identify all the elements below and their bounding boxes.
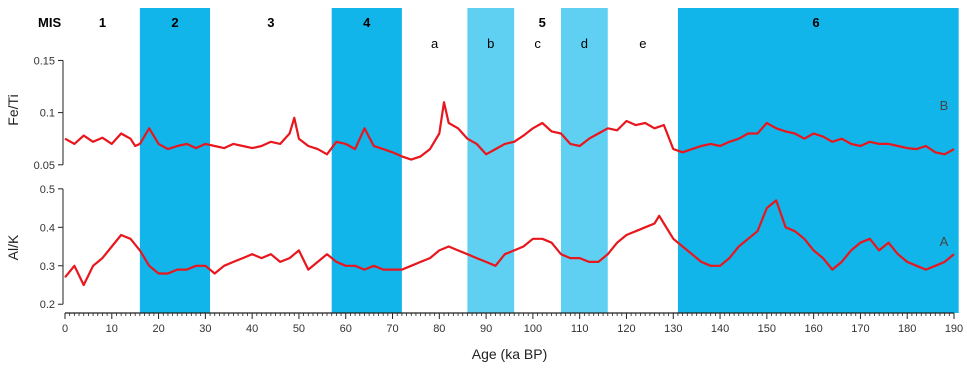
x-tick-label-12: 120 — [617, 323, 635, 335]
x-tick-label-14: 140 — [711, 323, 729, 335]
mis-stage-label-5: 5 — [539, 15, 546, 30]
y-tick-label-A-2: 0.4 — [40, 222, 55, 234]
x-tick-label-0: 0 — [62, 323, 68, 335]
x-tick-label-2: 20 — [152, 323, 164, 335]
mis-header: MIS — [38, 15, 61, 30]
axes-layer: 0.05 0.1 0.15 0.2 0.3 0.4 0.5 0 10 20 30 40 50 60 70 80… — [34, 55, 964, 335]
series-layer — [64, 101, 955, 287]
x-tick-label-15: 150 — [758, 323, 776, 335]
series-smoothed-A — [64, 199, 955, 287]
mis-band-b — [467, 8, 515, 313]
x-tick-label-1: 10 — [106, 323, 118, 335]
labels-layer: Fe/Ti B Al/K A Age (ka BP) — [5, 94, 949, 362]
x-tick-label-19: 190 — [945, 323, 963, 335]
y-tick-label-A-1: 0.3 — [40, 261, 55, 273]
mis-band-d — [560, 8, 608, 313]
x-tick-label-18: 180 — [898, 323, 916, 335]
mis-band-2 — [139, 8, 211, 313]
x-tick-label-16: 160 — [804, 323, 822, 335]
mis-stage-label-b: b — [487, 36, 494, 51]
mis-stage-label-2: 2 — [171, 15, 178, 30]
x-tick-label-9: 90 — [480, 323, 492, 335]
mis-stage-label-4: 4 — [363, 15, 371, 30]
x-tick-label-10: 100 — [524, 323, 542, 335]
mis-stage-label-1: 1 — [99, 15, 106, 30]
mis-stage-label-a: a — [431, 36, 439, 51]
mis-band-6 — [677, 8, 959, 313]
x-tick-label-17: 170 — [851, 323, 869, 335]
mis-stage-label-d: d — [581, 36, 588, 51]
mis-stage-labels: MIS 1 2 3 4 a b c d e 6 5 — [38, 15, 820, 51]
y-tick-label-B-2: 0.15 — [34, 55, 55, 67]
series-smoothed-B — [64, 101, 955, 161]
x-tick-label-3: 30 — [199, 323, 211, 335]
x-tick-label-11: 110 — [571, 323, 589, 335]
panel-label-B: B — [940, 98, 949, 113]
x-tick-label-7: 70 — [386, 323, 398, 335]
x-tick-label-13: 130 — [664, 323, 682, 335]
mis-stage-label-c: c — [534, 36, 541, 51]
y-tick-label-A-0: 0.2 — [40, 299, 55, 311]
x-tick-label-8: 80 — [433, 323, 445, 335]
y-tick-label-A-3: 0.5 — [40, 184, 55, 196]
x-tick-label-6: 60 — [340, 323, 352, 335]
y-tick-label-B-1: 0.1 — [40, 108, 55, 120]
x-axis-title: Age (ka BP) — [472, 346, 547, 362]
mis-stage-label-3: 3 — [267, 15, 274, 30]
y-tick-label-B-0: 0.05 — [34, 160, 55, 172]
mis-band-4 — [331, 8, 402, 313]
x-tick-label-4: 40 — [246, 323, 258, 335]
mis-stage-label-6: 6 — [812, 15, 819, 30]
mis-stage-label-e: e — [639, 36, 646, 51]
x-tick-label-5: 50 — [293, 323, 305, 335]
y-axis-title-B: Fe/Ti — [5, 94, 21, 125]
y-axis-title-A: Al/K — [5, 234, 21, 260]
panel-label-A: A — [940, 234, 949, 249]
